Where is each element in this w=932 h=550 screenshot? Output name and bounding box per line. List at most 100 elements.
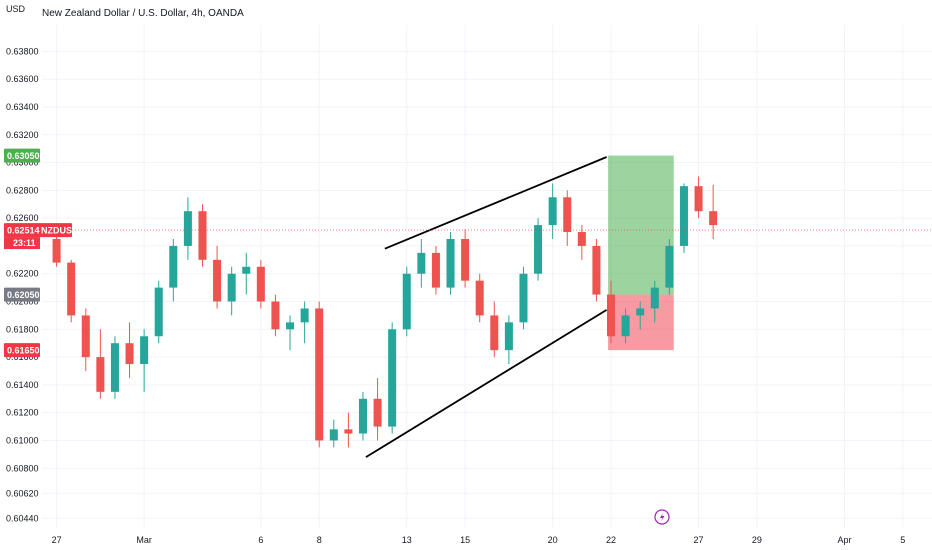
candle[interactable] <box>300 301 309 344</box>
price-tags: 0.63050 0.62514 NZDUSD 23:11 0.62050 0.61650 <box>4 148 79 358</box>
candle[interactable] <box>504 315 513 365</box>
candle[interactable] <box>431 245 440 295</box>
candle[interactable] <box>329 419 338 448</box>
candle[interactable] <box>110 336 119 399</box>
profit-zone[interactable] <box>608 155 674 295</box>
candle[interactable] <box>417 238 426 288</box>
y-tick-label: 0.61200 <box>6 408 39 418</box>
candle[interactable] <box>490 301 499 358</box>
y-tick-label: 0.61400 <box>6 380 39 390</box>
trendline[interactable] <box>384 156 607 250</box>
candle-body <box>110 343 119 392</box>
price-tag-bg <box>4 148 40 163</box>
candle-body <box>315 308 324 441</box>
candle[interactable] <box>344 412 353 448</box>
x-tick-label: 5 <box>900 535 905 545</box>
candle[interactable] <box>52 234 61 267</box>
candle[interactable] <box>227 266 236 316</box>
x-tick-label: Apr <box>837 535 851 545</box>
candle[interactable] <box>534 218 543 281</box>
candle[interactable] <box>183 197 192 260</box>
stop-loss-zone[interactable] <box>608 294 674 351</box>
price-tag-value: 0.61650 <box>7 346 40 356</box>
price-tag-bg <box>4 343 40 358</box>
y-tick-label: 0.63400 <box>6 102 39 112</box>
candle-body <box>213 259 222 302</box>
price-tag: 0.61650 <box>4 343 40 358</box>
candle[interactable] <box>709 184 718 239</box>
trendline[interactable] <box>365 309 608 458</box>
candle-body <box>227 273 236 302</box>
long-position-tool[interactable] <box>608 155 674 351</box>
candle[interactable] <box>592 238 601 302</box>
price-tag: 0.63050 <box>4 148 40 163</box>
candle[interactable] <box>256 259 265 309</box>
y-tick-label: 0.60620 <box>6 488 39 498</box>
price-tag-value: 0.62514 <box>7 226 40 236</box>
candle[interactable] <box>286 315 295 351</box>
x-tick-label: 8 <box>317 535 322 545</box>
candle[interactable] <box>577 225 586 260</box>
currency-label: USD <box>6 4 26 14</box>
candle[interactable] <box>679 183 688 253</box>
candle-body <box>621 315 630 337</box>
candle[interactable] <box>621 308 630 344</box>
x-tick-label: 27 <box>694 535 704 545</box>
candlestick-series[interactable] <box>52 176 718 448</box>
countdown-bg <box>4 237 40 250</box>
price-tag-bg <box>4 287 40 302</box>
candle[interactable] <box>446 232 455 295</box>
current-price-tag: 0.62514 NZDUSD 23:11 <box>4 223 79 250</box>
candle-body <box>665 245 674 288</box>
candle-body <box>373 398 382 427</box>
candle[interactable] <box>650 280 659 323</box>
x-tick-label: Mar <box>136 535 152 545</box>
candle[interactable] <box>461 229 470 288</box>
candle-body <box>490 315 499 351</box>
candle-body <box>402 273 411 330</box>
candle[interactable] <box>154 280 163 344</box>
price-tag-symbol: NZDUSD <box>41 226 79 236</box>
flash-icon[interactable] <box>654 509 670 525</box>
candle[interactable] <box>388 322 397 434</box>
candle-body <box>417 252 426 274</box>
candle[interactable] <box>607 280 616 344</box>
candle-body <box>242 266 251 274</box>
x-tick-label: 13 <box>402 535 412 545</box>
candle[interactable] <box>563 190 572 246</box>
candle-body <box>198 211 207 260</box>
candle[interactable] <box>140 329 149 392</box>
time-axis[interactable]: 27 Mar 6 8 13 15 20 22 27 29 Apr 5 <box>52 535 906 545</box>
y-tick-label: 0.62600 <box>6 213 39 223</box>
candle-body <box>52 238 61 263</box>
candle-body <box>329 429 338 441</box>
candle[interactable] <box>81 308 90 371</box>
y-tick-label: 0.61000 <box>6 435 39 445</box>
candle-body <box>577 232 586 246</box>
candle[interactable] <box>198 204 207 267</box>
candle-body <box>548 197 557 226</box>
candle[interactable] <box>475 273 484 323</box>
y-tick-label: 0.60800 <box>6 463 39 473</box>
candle[interactable] <box>169 238 178 302</box>
candle[interactable] <box>519 266 528 330</box>
candle[interactable] <box>636 301 645 330</box>
candle[interactable] <box>402 266 411 337</box>
candle[interactable] <box>665 238 674 295</box>
candle[interactable] <box>213 245 222 309</box>
candle-body <box>461 238 470 281</box>
candle[interactable] <box>694 176 703 219</box>
candle[interactable] <box>315 301 324 448</box>
candle[interactable] <box>271 294 280 337</box>
candle-body <box>446 238 455 288</box>
candle[interactable] <box>125 322 134 378</box>
candle[interactable] <box>358 391 367 441</box>
candle[interactable] <box>373 377 382 441</box>
trendlines[interactable] <box>365 156 608 458</box>
y-tick-label: 0.62800 <box>6 185 39 195</box>
candle[interactable] <box>96 329 105 399</box>
candle[interactable] <box>67 259 76 323</box>
candle[interactable] <box>548 183 557 239</box>
candle[interactable] <box>242 252 251 295</box>
